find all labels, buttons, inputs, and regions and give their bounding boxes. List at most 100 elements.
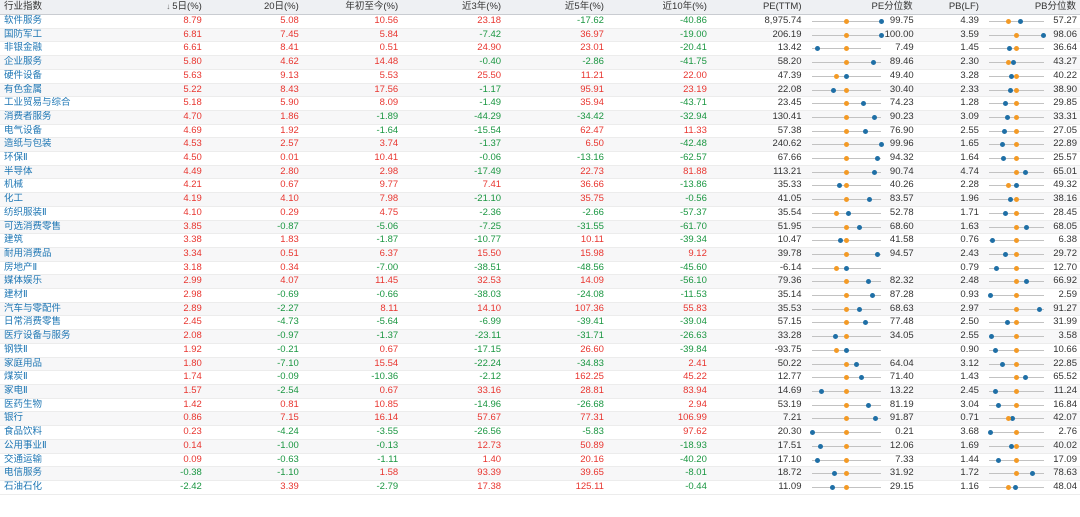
header-20d[interactable]: 20日(%) — [205, 0, 303, 15]
industry-name-link[interactable]: 软件服务 — [0, 14, 116, 29]
table-row[interactable]: 纺织服装Ⅱ 4.10 0.29 4.75 -2.36 -2.66 -57.37 35.54 52… — [0, 206, 1080, 221]
table-row[interactable]: 环保Ⅱ 4.50 0.01 10.41 -0.06 -13.16 -62.57 67.66 94… — [0, 151, 1080, 166]
header-5d[interactable]: ↓ 5日(%) — [115, 0, 206, 15]
industry-name-link[interactable]: 造纸与包装 — [0, 137, 116, 153]
return-y10-cell: -42.48 — [607, 137, 711, 153]
table-row[interactable]: 可选消费零售 3.85 -0.87 -5.06 -7.25 -31.55 -61.70 51.… — [0, 220, 1080, 235]
industry-name-link[interactable]: 消费者服务 — [0, 110, 116, 125]
industry-name-link[interactable]: 国防军工 — [0, 28, 116, 43]
pb-lf-cell: 0.71 — [916, 411, 983, 427]
return-ytd-cell: 8.09 — [302, 96, 403, 111]
industry-name-link[interactable]: 工业贸易与综合 — [0, 96, 116, 111]
header-10y[interactable]: 近10年(%) — [607, 0, 711, 15]
table-row[interactable]: 医疗设备与服务 2.08 -0.97 -1.37 -23.11 -31.71 -26.63 3… — [0, 329, 1080, 344]
industry-name-link[interactable]: 可选消费零售 — [0, 220, 116, 235]
industry-name-link[interactable]: 日常消费零售 — [0, 315, 116, 331]
industry-name-link[interactable]: 交通运输 — [0, 453, 116, 468]
return-r20-cell: 8.41 — [205, 41, 303, 57]
table-row[interactable]: 电信服务 -0.38 -1.10 1.58 93.39 39.65 -8.01 18.72 31… — [0, 466, 1080, 481]
header-ytd[interactable]: 年初至今(%) — [302, 0, 403, 15]
industry-name-link[interactable]: 医疗设备与服务 — [0, 329, 116, 344]
industry-name-link[interactable]: 非银金融 — [0, 41, 116, 57]
return-ytd-cell: 17.56 — [302, 83, 403, 98]
table-row[interactable]: 企业服务 5.80 4.62 14.48 -0.40 -2.86 -41.75 58.20 89… — [0, 55, 1080, 70]
industry-name-link[interactable]: 环保Ⅱ — [0, 151, 116, 166]
industry-name-link[interactable]: 纺织服装Ⅱ — [0, 206, 116, 221]
table-row[interactable]: 电气设备 4.69 1.92 -1.64 -15.54 62.47 11.33 57.38 76… — [0, 124, 1080, 139]
table-row[interactable]: 家电Ⅱ 1.57 -2.54 0.67 33.16 28.81 83.94 14.69 13.2… — [0, 384, 1080, 399]
table-row[interactable]: 耐用消费品 3.34 0.51 6.37 15.50 15.98 9.12 39.78 94.5… — [0, 247, 1080, 262]
table-row[interactable]: 化工 4.19 4.10 7.98 -21.10 35.75 -0.56 41.05 83.57… — [0, 192, 1080, 207]
table-row[interactable]: 食品饮料 0.23 -4.24 -3.55 -26.56 -5.83 97.62 20.30 0… — [0, 425, 1080, 440]
pb-percentile-cell: 6.38 — [982, 233, 1080, 248]
return-ytd-cell: 8.11 — [302, 302, 403, 317]
header-pe[interactable]: PE(TTM) — [710, 0, 806, 15]
pb-lf-cell: 0.90 — [916, 343, 983, 358]
table-row[interactable]: 造纸与包装 4.53 2.57 3.74 -1.37 6.50 -42.48 240.62 99… — [0, 137, 1080, 153]
header-industry[interactable]: 行业指数 — [0, 0, 116, 15]
table-row[interactable]: 媒体娱乐 2.99 4.07 11.45 32.53 14.09 -56.10 79.36 82… — [0, 274, 1080, 290]
industry-name-link[interactable]: 钢铁Ⅱ — [0, 343, 116, 358]
sort-desc-icon[interactable]: ↓ — [166, 2, 171, 11]
industry-name-link[interactable]: 石油石化 — [0, 480, 116, 495]
table-row[interactable]: 公用事业Ⅱ 0.14 -1.00 -0.13 12.73 50.89 -18.93 17.51… — [0, 439, 1080, 454]
return-y5-cell: -31.55 — [505, 220, 608, 235]
table-row[interactable]: 医药生物 1.42 0.81 10.85 -14.96 -26.68 2.94 53.19 81… — [0, 398, 1080, 413]
header-pe-percentile[interactable]: PE分位数 — [805, 0, 917, 15]
industry-name-link[interactable]: 半导体 — [0, 165, 116, 180]
industry-name-link[interactable]: 医药生物 — [0, 398, 116, 413]
return-ytd-cell: -1.11 — [302, 453, 403, 468]
table-row[interactable]: 交通运输 0.09 -0.63 -1.11 1.40 20.16 -40.20 17.10 7.… — [0, 453, 1080, 468]
median-marker — [1014, 87, 1020, 93]
industry-name-link[interactable]: 耐用消费品 — [0, 247, 116, 262]
table-row[interactable]: 非银金融 6.61 8.41 0.51 24.90 23.01 -20.41 13.42 7.4… — [0, 41, 1080, 57]
industry-name-link[interactable]: 电气设备 — [0, 124, 116, 139]
table-row[interactable]: 半导体 4.49 2.80 2.98 -17.49 22.73 81.88 113.21 90.… — [0, 165, 1080, 180]
industry-name-link[interactable]: 房地产Ⅱ — [0, 261, 116, 276]
header-pb-percentile[interactable]: PB分位数 — [982, 0, 1080, 15]
industry-name-link[interactable]: 硬件设备 — [0, 69, 116, 84]
table-row[interactable]: 房地产Ⅱ 3.18 0.34 -7.00 -38.51 -48.56 -45.60 -6.14… — [0, 261, 1080, 276]
industry-name-link[interactable]: 企业服务 — [0, 55, 116, 70]
return-r20-cell: 0.51 — [205, 247, 303, 262]
return-y5-cell: -2.66 — [505, 206, 608, 221]
industry-name-link[interactable]: 化工 — [0, 192, 116, 207]
table-row[interactable]: 消费者服务 4.70 1.86 -1.89 -44.29 -34.42 -32.94 130.… — [0, 110, 1080, 125]
table-row[interactable]: 有色金属 5.22 8.43 17.56 -1.17 95.91 23.19 22.08 30.… — [0, 83, 1080, 98]
table-row[interactable]: 硬件设备 5.63 9.13 5.53 25.50 11.21 22.00 47.39 49.4… — [0, 69, 1080, 84]
industry-name-link[interactable]: 食品饮料 — [0, 425, 116, 440]
table-row[interactable]: 机械 4.21 0.67 9.77 7.41 36.66 -13.86 35.33 40.26 2… — [0, 178, 1080, 194]
industry-name-link[interactable]: 公用事业Ⅱ — [0, 439, 116, 454]
industry-name-link[interactable]: 建材Ⅱ — [0, 288, 116, 303]
table-row[interactable]: 汽车与零配件 2.89 -2.27 8.11 14.10 107.36 55.83 35.53… — [0, 302, 1080, 317]
industry-name-link[interactable]: 电信服务 — [0, 466, 116, 481]
industry-name-link[interactable]: 汽车与零配件 — [0, 302, 116, 317]
industry-name-link[interactable]: 银行 — [0, 411, 116, 427]
table-row[interactable]: 石油石化 -2.42 3.39 -2.79 17.38 125.11 -0.44 11.09 2… — [0, 480, 1080, 495]
industry-name-link[interactable]: 煤炭Ⅱ — [0, 370, 116, 385]
return-y5-cell: -13.16 — [505, 151, 608, 166]
table-row[interactable]: 煤炭Ⅱ 1.74 -0.09 -10.36 -2.12 162.25 45.22 12.77 7… — [0, 370, 1080, 385]
table-row[interactable]: 软件服务 8.79 5.08 10.56 23.18 -17.62 -40.86 8,975.… — [0, 14, 1080, 29]
header-5y[interactable]: 近5年(%) — [505, 0, 608, 15]
table-row[interactable]: 国防军工 6.81 7.45 5.84 -7.42 36.97 -19.00 206.19 10… — [0, 28, 1080, 43]
pb-percentile-value: 2.59 — [1058, 289, 1078, 301]
current-percentile-marker — [996, 402, 1002, 408]
industry-name-link[interactable]: 家电Ⅱ — [0, 384, 116, 399]
table-row[interactable]: 家庭用品 1.80 -7.10 15.54 -22.24 -34.83 2.41 50.22 6… — [0, 357, 1080, 372]
table-row[interactable]: 钢铁Ⅱ 1.92 -0.21 0.67 -17.15 26.60 -39.84 -93.75 0… — [0, 343, 1080, 358]
header-pb[interactable]: PB(LF) — [916, 0, 983, 15]
industry-name-link[interactable]: 机械 — [0, 178, 116, 194]
header-3y[interactable]: 近3年(%) — [402, 0, 506, 15]
pb-percentile-value: 42.07 — [1053, 412, 1077, 424]
industry-name-link[interactable]: 家庭用品 — [0, 357, 116, 372]
table-row[interactable]: 工业贸易与综合 5.18 5.90 8.09 -1.49 35.94 -43.71 23.45… — [0, 96, 1080, 111]
table-row[interactable]: 建筑 3.38 1.83 -1.87 -10.77 10.11 -39.34 10.47 41.… — [0, 233, 1080, 248]
table-row[interactable]: 银行 0.86 7.15 16.14 57.67 77.31 106.99 7.21 91.87… — [0, 411, 1080, 427]
industry-name-link[interactable]: 建筑 — [0, 233, 116, 248]
industry-name-link[interactable]: 有色金属 — [0, 83, 116, 98]
industry-name-link[interactable]: 媒体娱乐 — [0, 274, 116, 290]
table-row[interactable]: 建材Ⅱ 2.98 -0.69 -0.66 -38.03 -24.08 -11.53 35.14… — [0, 288, 1080, 303]
table-row[interactable]: 日常消费零售 2.45 -4.73 -5.64 -6.99 -39.41 -39.04 57.… — [0, 315, 1080, 331]
pe-percentile-value: 13.22 — [889, 384, 914, 396]
